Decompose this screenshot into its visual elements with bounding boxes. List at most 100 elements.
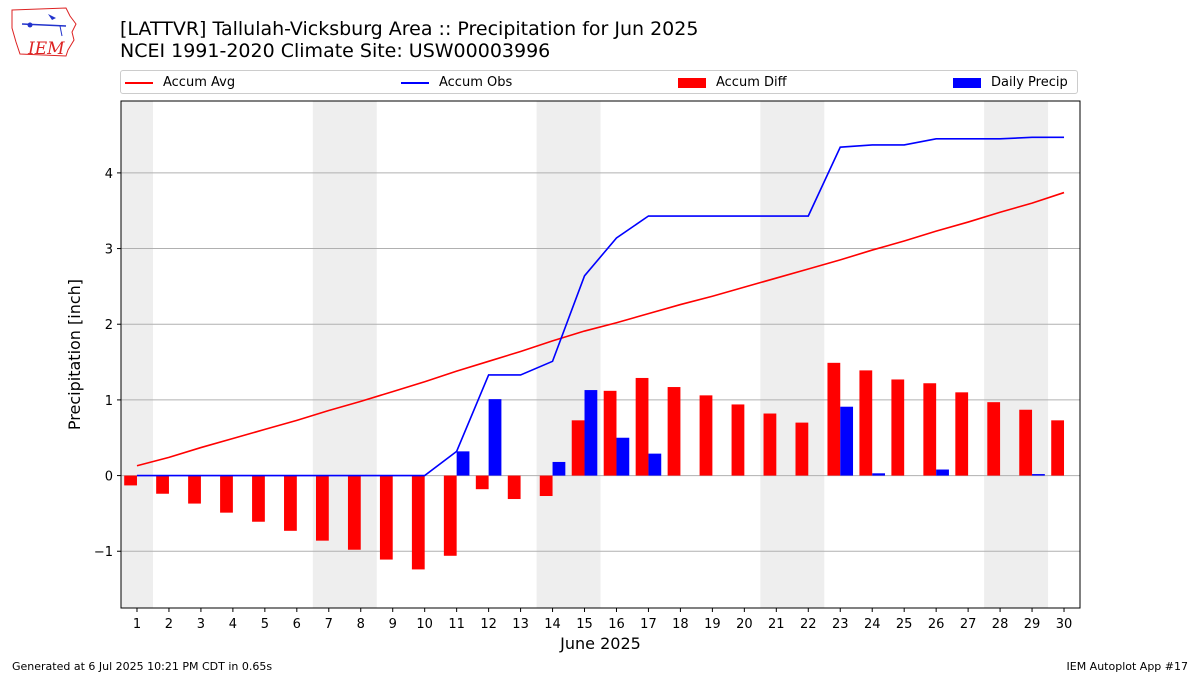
daily-precip-bar xyxy=(840,406,854,476)
x-axis: 1 2 3 4 5 6 7 8 9 10 11 12 13 14 15 16 17 18 19 20 21 22 23 24 2… xyxy=(133,608,1072,632)
generated-timestamp: Generated at 6 Jul 2025 10:21 PM CDT in … xyxy=(12,660,273,673)
legend-swatch xyxy=(678,77,706,88)
y-tick-label: 0 xyxy=(105,470,113,485)
lines-layer xyxy=(136,136,1065,477)
daily-precip-bar xyxy=(872,473,886,476)
x-tick-label: 21 xyxy=(768,617,785,632)
legend-label: Accum Diff xyxy=(716,75,787,90)
legend-swatch xyxy=(125,81,153,84)
legend-item-accum-obs: Accum Obs xyxy=(401,74,512,92)
accum-diff-bar xyxy=(1051,420,1065,476)
accum-diff-bar xyxy=(763,413,777,476)
accum-diff-bar xyxy=(955,392,969,476)
accum-diff-bar xyxy=(891,379,905,476)
accum-diff-bar xyxy=(635,377,649,476)
x-tick-label: 9 xyxy=(389,617,397,632)
x-tick-label: 29 xyxy=(1024,617,1041,632)
legend-label: Accum Avg xyxy=(163,75,236,90)
x-tick-label: 8 xyxy=(357,617,365,632)
x-tick-label: 1 xyxy=(133,617,141,632)
accum-diff-bar xyxy=(699,395,713,476)
app-credit: IEM Autoplot App #17 xyxy=(1066,660,1189,673)
x-tick-label: 10 xyxy=(416,617,433,632)
bars-layer xyxy=(124,362,1065,570)
logo-text: IEM xyxy=(28,39,65,59)
x-tick-label: 12 xyxy=(480,617,497,632)
y-tick-label: −1 xyxy=(94,545,113,560)
daily-precip-bar xyxy=(488,399,502,476)
y-axis-label: Precipitation [inch] xyxy=(65,279,84,430)
chart-title: [LATTVR] Tallulah-Vicksburg Area :: Prec… xyxy=(120,18,699,40)
x-tick-label: 13 xyxy=(512,617,529,632)
accum-diff-bar xyxy=(987,402,1001,476)
accum-diff-bar xyxy=(124,475,137,486)
chart-subtitle: NCEI 1991-2020 Climate Site: USW00003996 xyxy=(120,40,551,62)
daily-precip-bar xyxy=(552,461,566,476)
accum-diff-bar xyxy=(571,420,585,476)
x-tick-label: 18 xyxy=(672,617,689,632)
legend-swatch xyxy=(401,81,429,84)
accum-diff-bar xyxy=(347,475,361,550)
x-tick-label: 22 xyxy=(800,617,817,632)
legend-swatch xyxy=(953,77,981,88)
accum-diff-bar xyxy=(731,404,745,476)
accum-diff-bar xyxy=(411,475,425,570)
daily-precip-bar xyxy=(1032,474,1045,476)
y-tick-label: 2 xyxy=(105,318,113,333)
x-tick-label: 27 xyxy=(960,617,977,632)
legend-label: Daily Precip xyxy=(991,75,1068,90)
x-tick-label: 4 xyxy=(229,617,237,632)
accum-diff-bar xyxy=(539,475,553,497)
accum-diff-bar xyxy=(315,475,329,541)
accum-diff-bar xyxy=(603,390,617,476)
legend-item-accum-diff: Accum Diff xyxy=(678,74,787,92)
accum-diff-bar xyxy=(923,383,937,476)
accum-diff-bar xyxy=(475,475,489,490)
x-tick-label: 24 xyxy=(864,617,881,632)
x-tick-label: 5 xyxy=(261,617,269,632)
accum-diff-bar xyxy=(827,362,841,476)
x-tick-label: 2 xyxy=(165,617,173,632)
x-tick-label: 11 xyxy=(448,617,465,632)
x-tick-label: 26 xyxy=(928,617,945,632)
accum-diff-bar xyxy=(795,422,809,476)
x-tick-label: 7 xyxy=(325,617,333,632)
accum-diff-bar xyxy=(284,475,297,531)
x-tick-label: 23 xyxy=(832,617,849,632)
x-tick-label: 19 xyxy=(704,617,721,632)
x-tick-label: 28 xyxy=(992,617,1009,632)
iowa-map-icon xyxy=(11,7,77,57)
x-tick-label: 14 xyxy=(544,617,561,632)
daily-precip-bar xyxy=(616,437,630,476)
weekend-band xyxy=(760,101,825,608)
iem-logo: IEM xyxy=(8,6,80,59)
daily-precip-bar xyxy=(584,390,598,476)
x-tick-label: 17 xyxy=(640,617,657,632)
x-tick-label: 15 xyxy=(576,617,593,632)
legend: Accum Avg Accum Obs Accum Diff Daily Pre… xyxy=(120,70,1078,94)
accum-diff-bar xyxy=(220,475,233,513)
weekend-band xyxy=(121,101,153,608)
y-tick-label: 3 xyxy=(105,243,113,258)
x-tick-label: 20 xyxy=(736,617,753,632)
daily-precip-bar xyxy=(648,453,662,476)
y-tick-label: 4 xyxy=(105,167,113,182)
accum-diff-bar xyxy=(859,370,873,476)
legend-item-daily-precip: Daily Precip xyxy=(953,74,1068,92)
daily-precip-bar xyxy=(456,451,470,476)
plot-frame xyxy=(120,100,1081,609)
accum-diff-bar xyxy=(252,475,265,522)
daily-precip-bar xyxy=(936,469,949,476)
x-axis-label: June 2025 xyxy=(559,634,641,653)
accum-diff-bar xyxy=(156,475,169,494)
x-tick-label: 6 xyxy=(293,617,301,632)
x-tick-label: 25 xyxy=(896,617,913,632)
y-tick-label: 1 xyxy=(105,394,113,409)
accum-avg-line xyxy=(136,191,1065,467)
weekend-band xyxy=(984,101,1049,608)
weekend-band xyxy=(536,101,601,608)
weekend-bands xyxy=(121,101,1049,608)
accum-diff-bar xyxy=(507,475,521,500)
legend-label: Accum Obs xyxy=(439,75,513,90)
